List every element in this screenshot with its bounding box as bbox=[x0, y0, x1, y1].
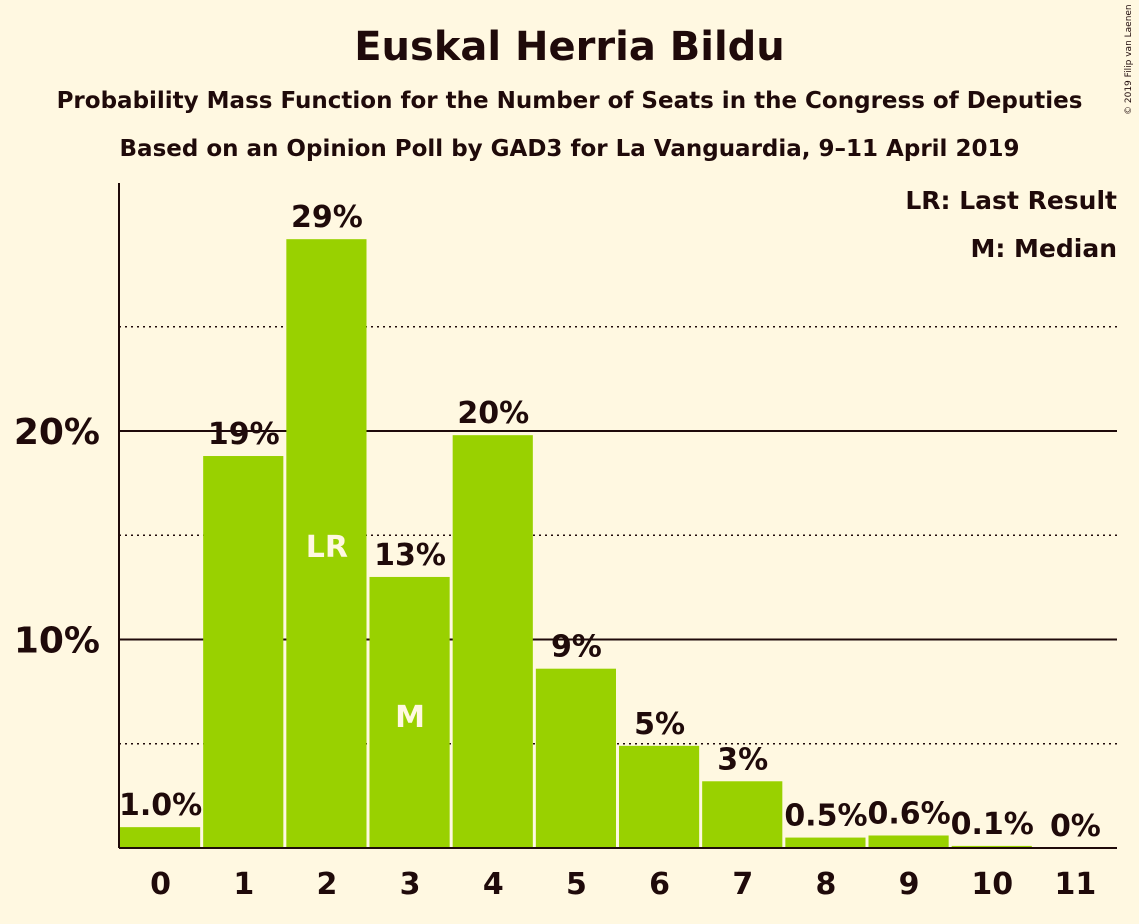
chart-source: Based on an Opinion Poll by GAD3 for La … bbox=[119, 136, 1020, 162]
legend-median: M: Median bbox=[970, 234, 1117, 263]
x-tick-label: 0 bbox=[150, 867, 171, 902]
bar-seat-7 bbox=[702, 781, 783, 848]
x-tick-label: 3 bbox=[400, 867, 421, 902]
bar-seat-0 bbox=[120, 827, 201, 848]
x-tick-label: 1 bbox=[233, 867, 254, 902]
legend-last-result: LR: Last Result bbox=[905, 186, 1117, 215]
x-tick-label: 2 bbox=[316, 867, 337, 902]
marker-m: M bbox=[395, 700, 425, 735]
data-label: 0.5% bbox=[784, 799, 867, 834]
x-tick-label: 10 bbox=[971, 867, 1013, 902]
data-label: 19% bbox=[208, 417, 280, 452]
marker-lr: LR bbox=[306, 530, 348, 565]
chart-subtitle: Probability Mass Function for the Number… bbox=[56, 88, 1083, 114]
data-label: 0% bbox=[1050, 809, 1101, 844]
x-tick-label: 9 bbox=[899, 867, 920, 902]
data-label: 29% bbox=[291, 200, 363, 235]
x-tick-label: 7 bbox=[732, 867, 753, 902]
data-label: 0.1% bbox=[951, 807, 1034, 842]
bar-seat-3 bbox=[369, 576, 450, 848]
x-tick-label: 8 bbox=[815, 867, 836, 902]
bar-seat-6 bbox=[619, 745, 700, 848]
data-label: 9% bbox=[551, 630, 602, 665]
x-tick-label: 5 bbox=[566, 867, 587, 902]
data-label: 20% bbox=[457, 396, 529, 431]
bar-seat-1 bbox=[203, 456, 284, 848]
data-label: 0.6% bbox=[867, 796, 950, 831]
data-label: 5% bbox=[634, 707, 685, 742]
x-tick-label: 4 bbox=[483, 867, 504, 902]
data-label: 3% bbox=[717, 742, 768, 777]
bar-seat-10 bbox=[951, 845, 1032, 848]
y-tick-label: 20% bbox=[14, 412, 100, 453]
bar-seat-9 bbox=[868, 835, 949, 848]
bar-seat-8 bbox=[785, 837, 866, 848]
x-tick-label: 11 bbox=[1055, 867, 1097, 902]
data-label: 13% bbox=[374, 538, 446, 573]
x-tick-label: 6 bbox=[649, 867, 670, 902]
bar-seat-4 bbox=[452, 435, 533, 848]
bar-seat-2 bbox=[286, 239, 367, 848]
data-label: 1.0% bbox=[119, 788, 202, 823]
bar-seat-5 bbox=[535, 668, 616, 848]
chart-title: Euskal Herria Bildu bbox=[354, 24, 785, 70]
y-tick-label: 10% bbox=[14, 621, 100, 662]
